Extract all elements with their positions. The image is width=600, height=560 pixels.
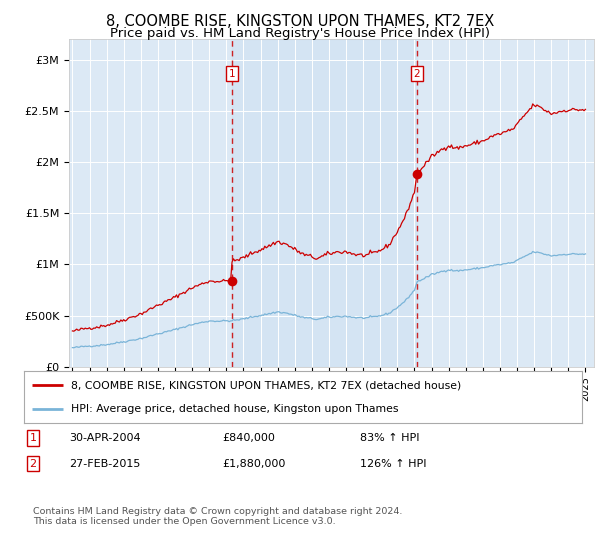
- Text: Price paid vs. HM Land Registry's House Price Index (HPI): Price paid vs. HM Land Registry's House …: [110, 27, 490, 40]
- Text: £1,880,000: £1,880,000: [222, 459, 286, 469]
- Text: 8, COOMBE RISE, KINGSTON UPON THAMES, KT2 7EX (detached house): 8, COOMBE RISE, KINGSTON UPON THAMES, KT…: [71, 380, 461, 390]
- Text: 30-APR-2004: 30-APR-2004: [69, 433, 140, 443]
- Text: 27-FEB-2015: 27-FEB-2015: [69, 459, 140, 469]
- Text: 83% ↑ HPI: 83% ↑ HPI: [360, 433, 419, 443]
- Text: HPI: Average price, detached house, Kingston upon Thames: HPI: Average price, detached house, King…: [71, 404, 399, 414]
- Text: 1: 1: [29, 433, 37, 443]
- Text: 1: 1: [229, 68, 235, 78]
- Text: Contains HM Land Registry data © Crown copyright and database right 2024.
This d: Contains HM Land Registry data © Crown c…: [33, 507, 403, 526]
- Text: 2: 2: [29, 459, 37, 469]
- Text: 126% ↑ HPI: 126% ↑ HPI: [360, 459, 427, 469]
- Bar: [232, 39, 417, 367]
- Text: 8, COOMBE RISE, KINGSTON UPON THAMES, KT2 7EX: 8, COOMBE RISE, KINGSTON UPON THAMES, KT…: [106, 14, 494, 29]
- Text: £840,000: £840,000: [222, 433, 275, 443]
- Text: 2: 2: [413, 68, 421, 78]
